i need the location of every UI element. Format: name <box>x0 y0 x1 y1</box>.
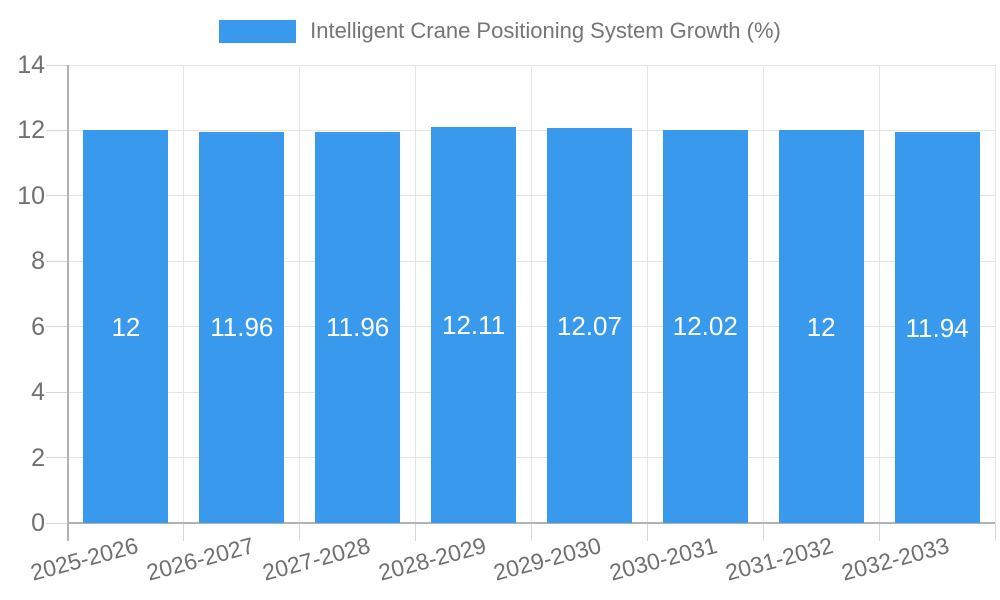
x-tick-mark <box>299 523 301 541</box>
bar-value-label: 12 <box>111 311 141 342</box>
y-tick-mark <box>46 260 68 262</box>
x-gridline <box>646 65 648 523</box>
x-axis-label: 2029-2030 <box>491 532 605 586</box>
bar-2030-2031[interactable] <box>662 129 748 523</box>
x-tick-mark <box>183 523 185 541</box>
y-axis-label: 14 <box>17 51 45 79</box>
bar-value-label: 11.96 <box>326 312 390 343</box>
x-gridline <box>531 65 532 523</box>
x-axis-label: 2027-2028 <box>259 532 373 586</box>
x-gridline <box>183 65 185 523</box>
y-tick-mark <box>46 522 68 524</box>
x-axis-label: 2025-2026 <box>27 532 141 586</box>
legend-label[interactable]: Intelligent Crane Positioning System Gro… <box>310 18 781 43</box>
bar-value-label: 12.02 <box>672 311 738 342</box>
bar-2029-2030[interactable] <box>546 128 632 523</box>
bar-2026-2027[interactable] <box>199 131 285 523</box>
y-axis-line <box>67 65 69 541</box>
y-axis-label: 4 <box>31 378 45 407</box>
y-tick-mark <box>46 195 68 197</box>
y-tick-mark <box>46 129 68 131</box>
y-axis-label: 12 <box>17 116 45 145</box>
y-axis-label: 0 <box>31 509 45 537</box>
x-axis-label: 2032-2033 <box>838 532 952 586</box>
y-axis-label: 2 <box>31 443 45 472</box>
bar-value-label: 11.96 <box>210 312 274 343</box>
x-axis-label: 2031-2032 <box>722 532 836 586</box>
x-gridline <box>762 65 764 523</box>
bar-2032-2033[interactable] <box>894 132 980 523</box>
y-axis-label: 8 <box>31 247 45 276</box>
x-axis-label: 2030-2031 <box>607 532 721 586</box>
x-tick-mark <box>762 523 764 541</box>
bar-2025-2026[interactable] <box>83 130 169 523</box>
y-axis-label: 6 <box>31 312 45 341</box>
bar-2028-2029[interactable] <box>431 126 517 523</box>
x-axis-line <box>68 522 995 524</box>
x-axis-label: 2028-2029 <box>375 532 489 586</box>
x-tick-mark <box>415 523 417 541</box>
x-gridline <box>299 65 301 523</box>
x-tick-mark <box>531 523 532 541</box>
x-tick-mark <box>646 523 648 541</box>
bar-2027-2028[interactable] <box>315 131 401 523</box>
bar-value-label: 11.94 <box>905 312 969 343</box>
x-tick-mark <box>878 523 880 541</box>
y-tick-mark <box>46 64 68 66</box>
y-tick-mark <box>46 391 68 393</box>
x-tick-mark <box>994 523 996 541</box>
x-axis-label: 2026-2027 <box>143 532 257 586</box>
y-tick-mark <box>46 326 68 328</box>
bar-value-label: 12 <box>806 311 836 342</box>
legend-swatch[interactable] <box>219 19 297 43</box>
bar-value-label: 12.11 <box>441 309 506 340</box>
x-gridline <box>415 65 417 523</box>
y-axis-label: 10 <box>17 181 45 210</box>
x-gridline <box>994 65 996 523</box>
legend: Intelligent Crane Positioning System Gro… <box>0 8 1000 54</box>
bar-2031-2032[interactable] <box>778 130 864 523</box>
y-tick-mark <box>46 457 68 459</box>
bar-value-label: 12.07 <box>556 310 622 341</box>
x-gridline <box>878 65 880 523</box>
